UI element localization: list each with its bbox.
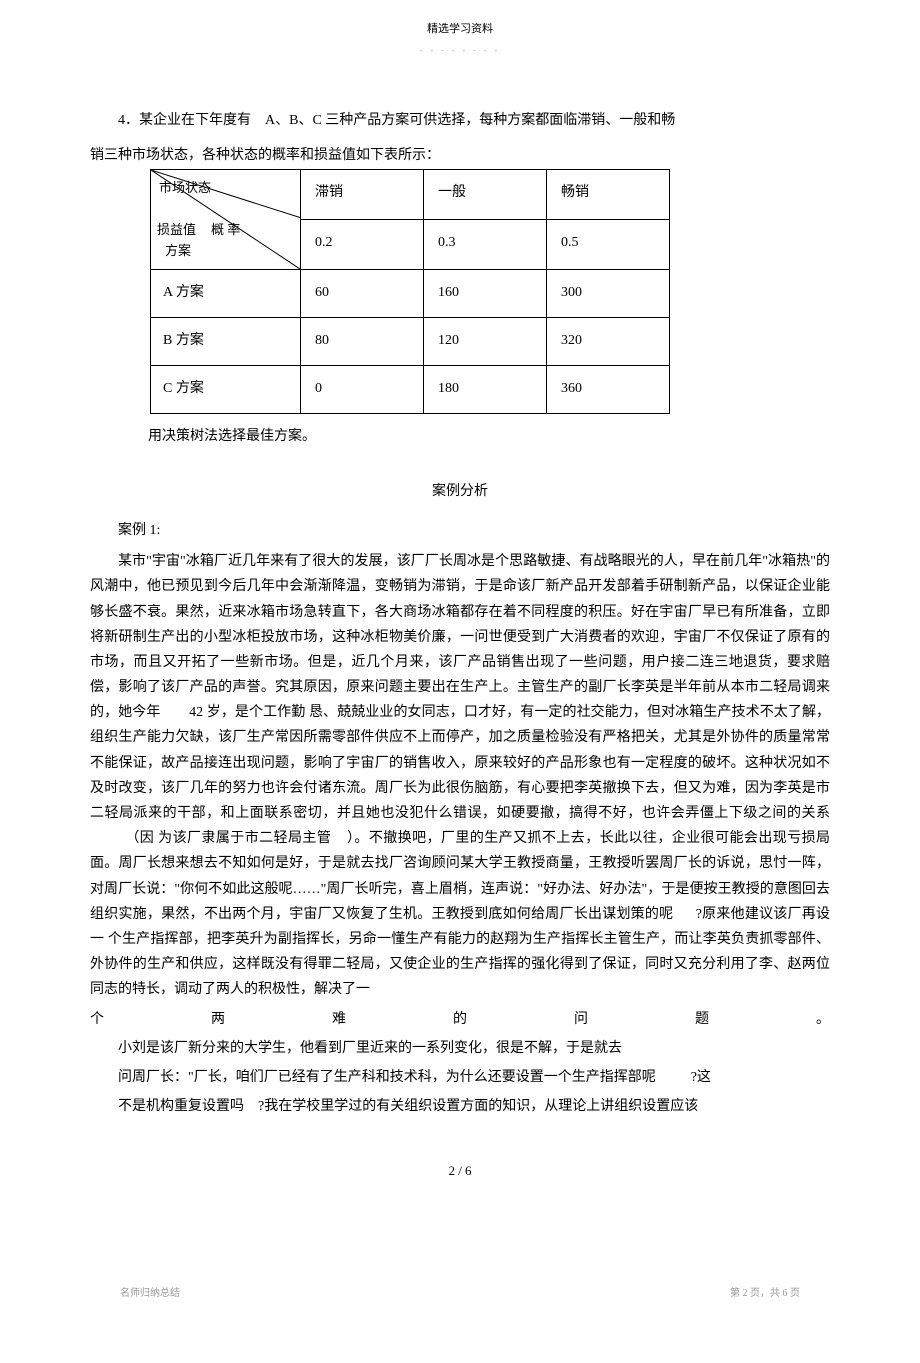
case-paragraph: 小刘是该厂新分来的大学生，他看到厂里近来的一系列变化，很是不解，于是就去	[90, 1036, 830, 1061]
case-text: 问周厂长："厂长，咱们厂已经有了生产科和技术科，为什么还要设置一个生产指挥部呢	[118, 1070, 656, 1085]
post-table-text: 用决策树法选择最佳方案。	[120, 424, 830, 449]
row-label: C 方案	[151, 365, 301, 413]
case-paragraph: 问周厂长："厂长，咱们厂已经有了生产科和技术科，为什么还要设置一个生产指挥部呢 …	[90, 1065, 830, 1090]
val-cell: 300	[547, 269, 670, 317]
case-text: ?我在学校里学过的有关组织设置方面的知识，从理论上讲组织设置应该	[258, 1099, 698, 1114]
val-cell: 360	[547, 365, 670, 413]
col-header: 畅销	[547, 169, 670, 219]
case-paren: （因	[125, 831, 154, 846]
footer-left: 名师归纳总结	[120, 1285, 180, 1303]
case-text: 小刘是该厂新分来的大学生，他看到厂里近来的一系列变化，很是不解，于是就去	[118, 1041, 622, 1056]
case-q: ?这	[691, 1070, 711, 1085]
val-cell: 0	[301, 365, 424, 413]
prob-cell: 0.2	[301, 219, 424, 269]
case-label: 案例 1:	[90, 518, 830, 543]
val-cell: 80	[301, 317, 424, 365]
case-text: 个生产指挥部，把李英升为副指挥长，另命一懂生产有能力的赵翔为生产指挥长主管生产，…	[90, 932, 830, 997]
table-row: 市场状态 损益值 概 率 方案 滞销 一般 畅销	[151, 169, 670, 219]
diag-mid-right-label: 概 率	[211, 218, 240, 241]
row-label: A 方案	[151, 269, 301, 317]
header-title: 精选学习资料	[90, 20, 830, 40]
case-text: 某市"宇宙"冰箱厂近几年来有了很大的发展，该厂厂长周冰是个思路敏捷、有战略眼光的…	[90, 554, 830, 720]
diag-mid-left-label: 损益值	[157, 218, 196, 241]
spread-char: 。	[816, 1007, 830, 1032]
spread-char: 题	[695, 1007, 709, 1032]
diag-top-label: 市场状态	[159, 176, 211, 199]
prob-cell: 0.5	[547, 219, 670, 269]
val-cell: 120	[424, 317, 547, 365]
diag-bottom-label: 方案	[165, 239, 191, 262]
case-paragraph: 某市"宇宙"冰箱厂近几年来有了很大的发展，该厂厂长周冰是个思路敏捷、有战略眼光的…	[90, 549, 830, 1002]
page-number: 2 / 6	[90, 1159, 830, 1182]
footer-right: 第 2 页，共 6 页	[730, 1285, 800, 1303]
intro-line1: 4．某企业在下年度有 A、B、C 三种产品方案可供选择，每种方案都面临滞销、一般…	[90, 108, 830, 133]
case-age: 42 岁，是个工作勤	[189, 705, 305, 720]
val-cell: 60	[301, 269, 424, 317]
diagonal-header-cell: 市场状态 损益值 概 率 方案	[151, 169, 301, 269]
val-cell: 160	[424, 269, 547, 317]
table-row: C 方案 0 180 360	[151, 365, 670, 413]
case-text: 为该厂隶属于市二轻局主管	[158, 831, 331, 846]
case-text: 不是机构重复设置吗	[118, 1099, 244, 1114]
intro-line1-mid: A、B、C 三种产品方案可供选择，每种方案都面临滞销、一般和畅	[265, 113, 675, 128]
case-paragraph: 不是机构重复设置吗 ?我在学校里学过的有关组织设置方面的知识，从理论上讲组织设置…	[90, 1094, 830, 1119]
prob-cell: 0.3	[424, 219, 547, 269]
col-header: 滞销	[301, 169, 424, 219]
val-cell: 180	[424, 365, 547, 413]
row-label: B 方案	[151, 317, 301, 365]
table-row: B 方案 80 120 320	[151, 317, 670, 365]
spread-char: 两	[211, 1007, 225, 1032]
intro-line2: 销三种市场状态，各种状态的概率和损益值如下表所示：	[90, 143, 830, 168]
spread-char: 个	[90, 1007, 104, 1032]
spread-line: 个 两 难 的 问 题 。	[90, 1007, 830, 1032]
spread-char: 的	[453, 1007, 467, 1032]
case-text: 恳、兢兢业业的女同志，口才好，有一定的社交能力，但对冰箱生产技术不太了解，组织生…	[90, 705, 830, 821]
analysis-title: 案例分析	[90, 479, 830, 504]
header-dots: - - - - - - - -	[90, 44, 830, 58]
decision-table: 市场状态 损益值 概 率 方案 滞销 一般 畅销 0.2 0.3 0.5 A 方…	[150, 169, 670, 414]
intro-line1-prefix: 4．某企业在下年度有	[118, 113, 251, 128]
spread-char: 难	[332, 1007, 346, 1032]
col-header: 一般	[424, 169, 547, 219]
spread-char: 问	[574, 1007, 588, 1032]
val-cell: 320	[547, 317, 670, 365]
table-row: A 方案 60 160 300	[151, 269, 670, 317]
